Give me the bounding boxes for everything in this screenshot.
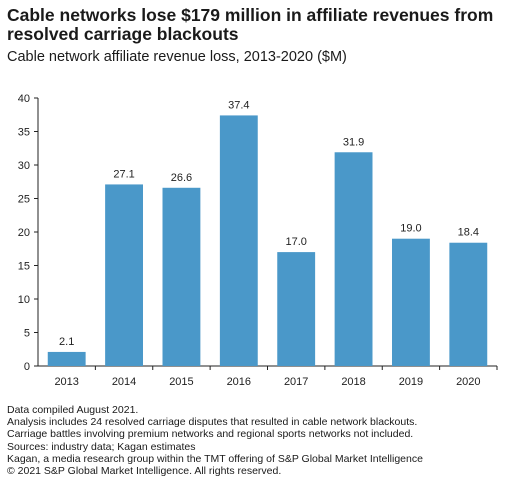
bar-2020 [449,242,488,366]
x-tick-label: 2013 [54,376,78,388]
bar-2016 [219,115,258,366]
y-tick-label: 10 [18,294,30,306]
note-line: Analysis includes 24 resolved carriage d… [7,416,418,429]
x-tick-label: 2017 [284,376,308,388]
bar-2015 [162,187,201,366]
data-label-2014: 27.1 [113,168,134,180]
chart-subtitle: Cable network affiliate revenue loss, 20… [7,49,347,65]
y-tick-label: 15 [18,261,30,273]
data-label-2019: 19.0 [400,223,421,235]
note-line: Kagan, a media research group within the… [7,452,423,465]
note-line: Carriage battles involving premium netwo… [7,428,414,441]
chart-title: Cable networks lose $179 million in affi… [7,5,494,44]
x-tick-label: 2015 [169,376,193,388]
bar-2014 [105,184,143,366]
data-label-2018: 31.9 [343,136,364,148]
note-line: © 2021 S&P Global Market Intelligence. A… [7,465,282,478]
source-notes: Data compiled August 2021. Analysis incl… [7,404,517,477]
y-tick-label: 35 [18,127,30,139]
y-tick-label: 20 [18,227,30,239]
x-tick-label: 2019 [399,376,423,388]
bar-2019 [392,238,430,366]
y-tick-label: 30 [18,160,30,172]
x-tick-label: 2018 [341,376,365,388]
y-tick-label: 25 [18,194,30,206]
y-tick-label: 5 [24,328,30,340]
note-line: Sources: industry data; Kagan estimates [7,440,196,453]
data-label-2015: 26.6 [171,172,192,184]
bar-2013 [47,351,86,366]
data-label-2020: 18.4 [458,227,479,239]
x-axis: 2013 2014 2015 2016 2017 2018 2019 2020 [38,365,498,388]
y-axis: 0 5 10 15 20 25 30 35 40 [18,93,39,373]
x-tick-label: 2014 [112,376,136,388]
bar-2017 [277,252,316,366]
y-tick-label: 0 [24,361,30,373]
data-label-2016: 37.4 [228,99,249,111]
bar-labels: 2.1 27.1 26.6 37.4 17.0 31.9 19.0 18.4 [59,99,479,348]
data-label-2017: 17.0 [285,236,306,248]
data-label-2013: 2.1 [59,336,74,348]
x-tick-label: 2020 [456,376,480,388]
bars [47,115,488,366]
bar-2018 [334,152,373,366]
x-tick-label: 2016 [227,376,251,388]
note-line: Data compiled August 2021. [7,404,139,416]
y-tick-label: 40 [18,93,30,105]
